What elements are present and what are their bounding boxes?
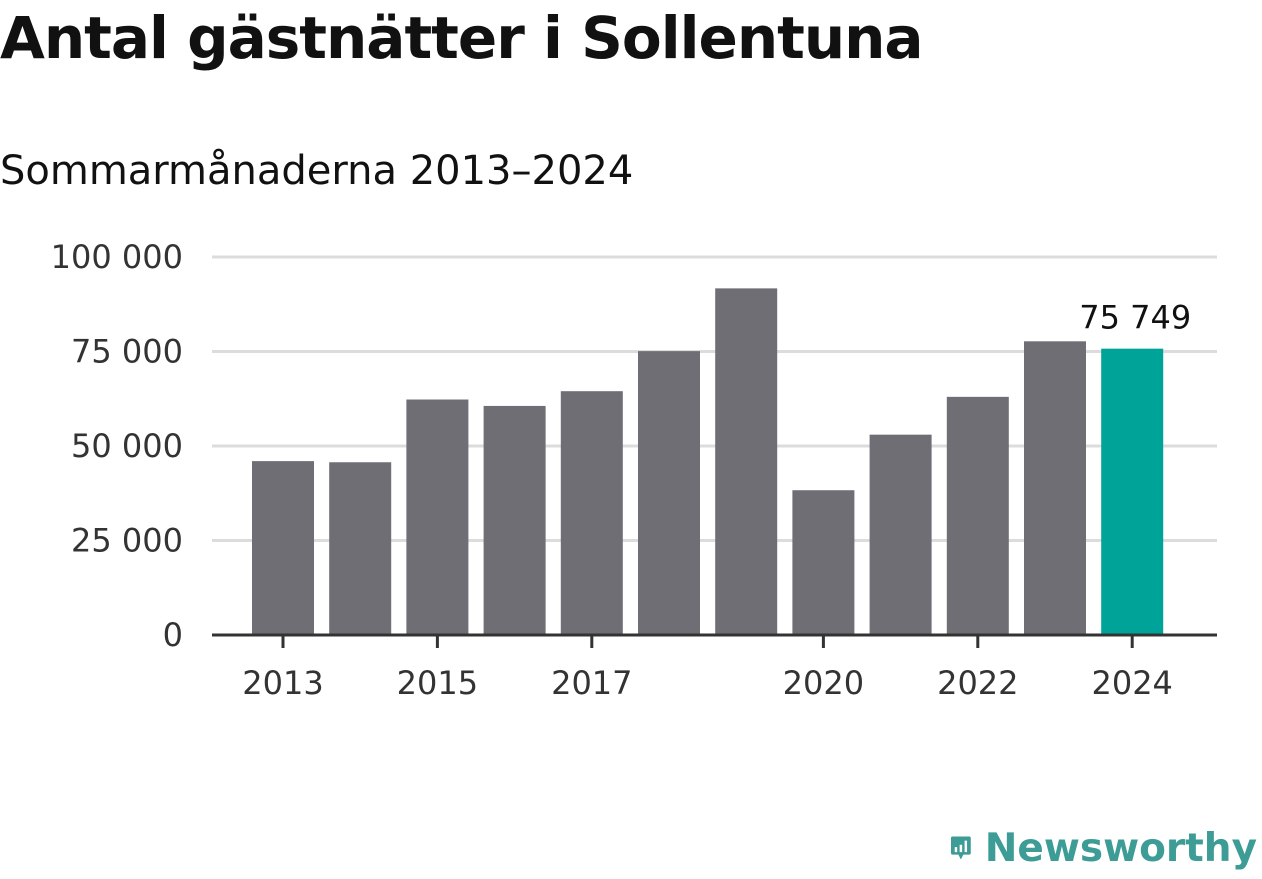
- brand-name: Newsworthy: [984, 825, 1257, 871]
- bar-2016: [483, 405, 546, 635]
- value-label-2024: 75 749: [1079, 299, 1191, 337]
- x-tick-label: 2015: [397, 664, 478, 702]
- bars: [252, 288, 1164, 635]
- x-tick-label: 2013: [242, 664, 323, 702]
- bar-2017: [560, 391, 623, 635]
- y-tick-label: 75 000: [71, 333, 183, 371]
- bar-2022: [946, 396, 1009, 635]
- bar-2024: [1101, 348, 1164, 635]
- y-tick-label: 0: [163, 616, 183, 654]
- axes: [212, 633, 1217, 648]
- chart-subtitle: Sommarmånaderna 2013–2024: [0, 148, 634, 194]
- y-tick-label: 25 000: [71, 522, 183, 560]
- x-tick-label: 2020: [783, 664, 864, 702]
- bar-2023: [1024, 341, 1086, 635]
- newsworthy-logo-icon: [951, 836, 971, 860]
- x-tick-label: 2022: [937, 664, 1018, 702]
- brand-logo: Newsworthy: [951, 820, 1257, 876]
- bar-2021: [869, 434, 932, 635]
- bar-2013: [252, 461, 314, 635]
- bar-2020: [792, 490, 855, 635]
- bar-2014: [329, 462, 392, 635]
- y-tick-label: 100 000: [51, 238, 183, 276]
- chart-title: Antal gästnätter i Sollentuna: [0, 4, 924, 72]
- y-tick-label: 50 000: [71, 427, 183, 465]
- x-tick-label: 2017: [551, 664, 632, 702]
- x-tick-label: 2024: [1091, 664, 1172, 702]
- bar-2015: [406, 399, 469, 635]
- bar-2019: [715, 288, 778, 635]
- labels: 0 25 000 50 000 75 000 100 000 2013 2015 2017 20…: [51, 238, 1192, 702]
- bar-2018: [638, 351, 700, 635]
